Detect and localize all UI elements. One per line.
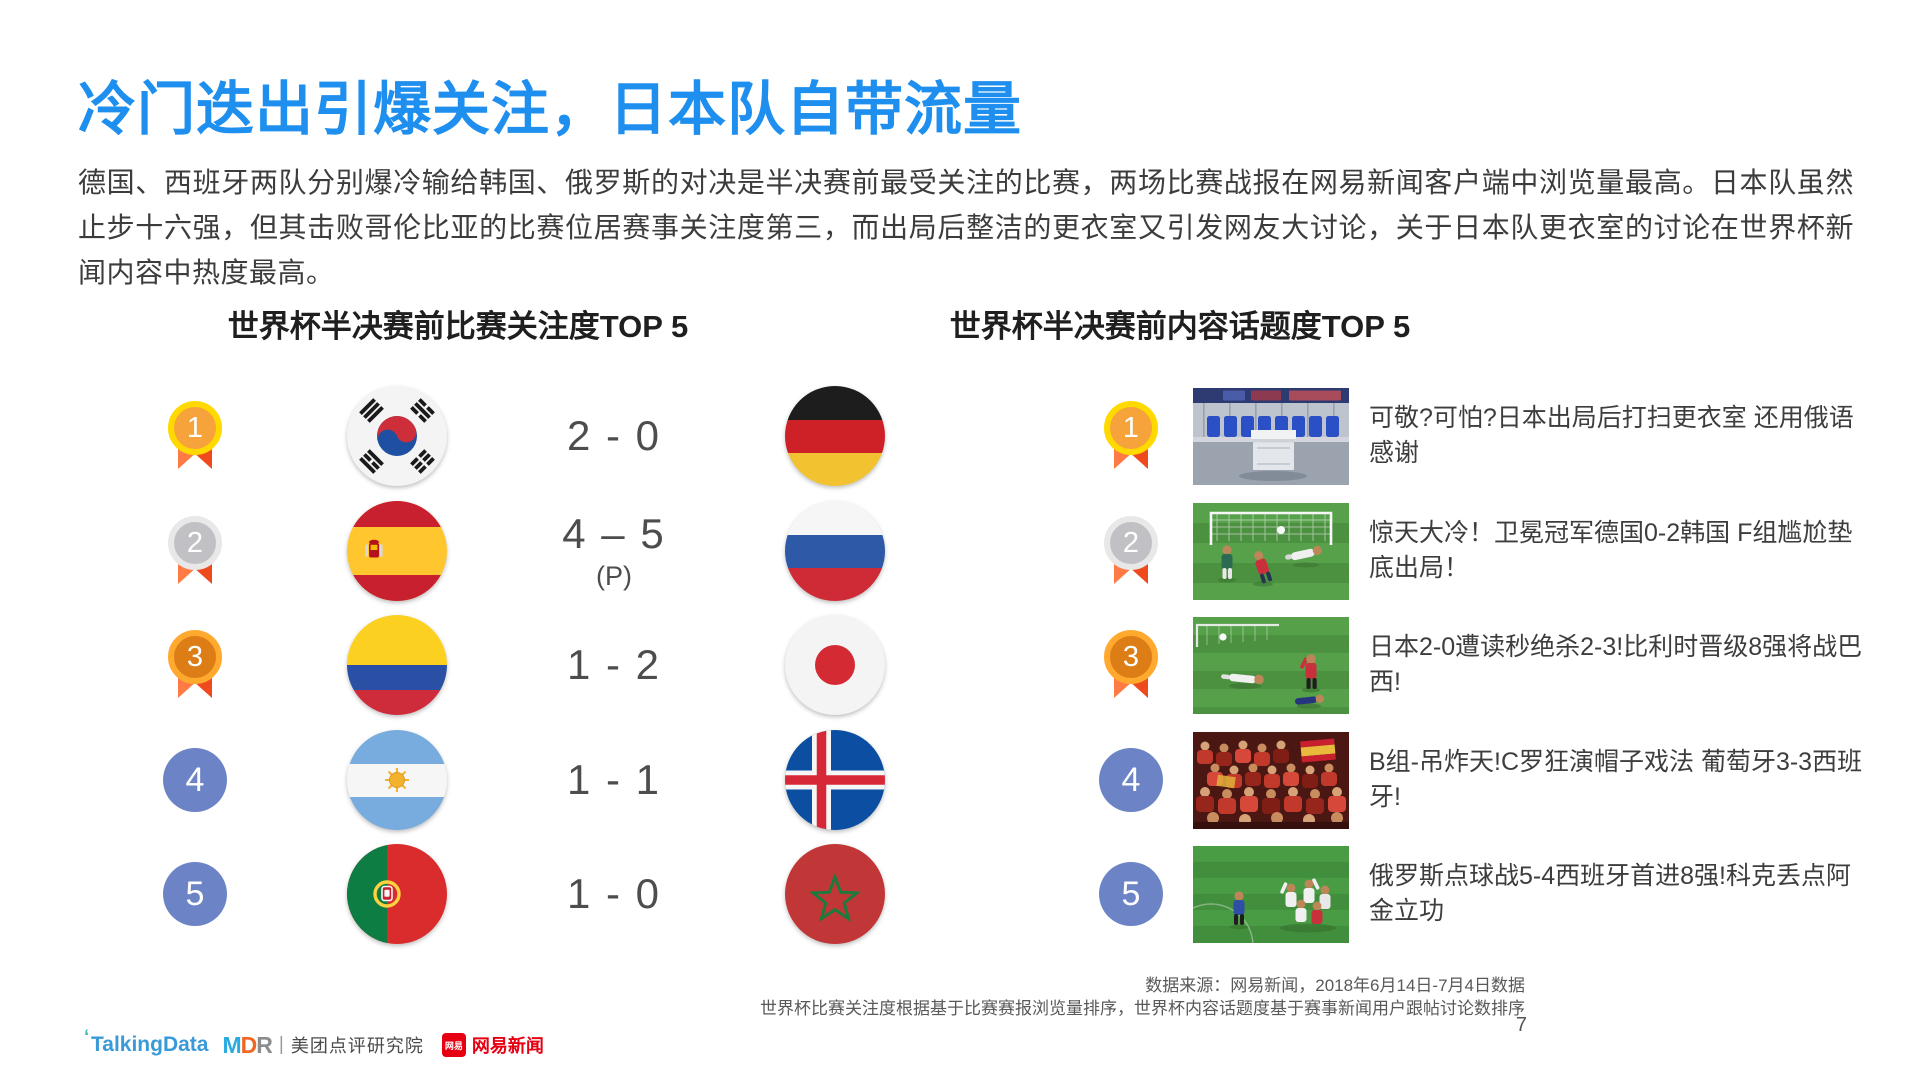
portugal-flag-icon — [347, 844, 447, 944]
rank-number: 3 — [168, 630, 222, 684]
japan-belgium-match-photo — [1193, 617, 1349, 714]
rank-4-badge: 4 — [163, 748, 227, 812]
match-row-3: 3 1 - 2 — [78, 608, 885, 722]
topic-row-3: 3 日本2-0遭读秒绝杀2-3!比利时晋级8强将战巴西! — [1040, 608, 1874, 722]
topic-headline: 俄罗斯点球战5-4西班牙首进8强!科克丢点阿金立功 — [1369, 862, 1851, 925]
score-note: (P) — [596, 561, 632, 591]
score-value: 4 – 5 — [562, 510, 666, 557]
portugal-spain-fans-photo — [1193, 732, 1349, 829]
topic-row-5: 5 俄罗斯点球战5-4西班牙首进8强!科克丢点阿金立功 — [1040, 837, 1874, 951]
topic-row-2: 2 惊天大冷！卫冕冠军德国0-2韩国 F组尴尬垫底出局！ — [1040, 494, 1874, 608]
rank-number: 1 — [168, 401, 222, 455]
match-row-4: 4 1 - 1 — [78, 723, 885, 837]
mdr-letter-m: M — [222, 1031, 241, 1058]
right-panel-title: 世界杯半决赛前内容话题度TOP 5 — [949, 309, 1411, 344]
match-row-1: 1 2 - 0 — [78, 379, 885, 493]
footer-logos: ‘TalkingData MDR | 美团点评研究院 网易 网易新闻 — [84, 1027, 544, 1060]
intro-paragraph: 德国、西班牙两队分别爆冷输给韩国、俄罗斯的对决是半决赛前最受关注的比赛，两场比赛… — [78, 167, 1854, 288]
page-number: 7 — [1515, 1014, 1527, 1036]
colombia-flag-icon — [347, 615, 447, 715]
rank-3-bronze-medal-icon: 3 — [1104, 630, 1158, 698]
talkingdata-tick-icon: ‘ — [84, 1027, 90, 1048]
mdr-letter-r: R — [256, 1031, 273, 1058]
rank-number: 2 — [1104, 516, 1158, 570]
rank-2-silver-medal-icon: 2 — [168, 516, 222, 584]
score-value: 1 - 1 — [566, 756, 662, 803]
talkingdata-logo: ‘TalkingData — [84, 1027, 209, 1057]
score-value: 2 - 0 — [566, 412, 662, 459]
match-score: 1 - 1 — [514, 723, 714, 837]
rank-4-badge: 4 — [1099, 748, 1163, 812]
japan-locker-room-photo — [1193, 388, 1349, 485]
rank-5-badge: 5 — [1099, 862, 1163, 926]
rank-number: 3 — [1104, 630, 1158, 684]
score-value: 1 - 0 — [566, 870, 662, 917]
netease-app-icon: 网易 — [441, 1033, 466, 1057]
topic-headline: 日本2-0遭读秒绝杀2-3!比利时晋级8强将战巴西! — [1369, 633, 1863, 696]
match-score: 1 - 0 — [514, 837, 714, 951]
score-value: 1 - 2 — [566, 641, 662, 688]
morocco-flag-icon — [785, 844, 885, 944]
match-score: 2 - 0 — [514, 379, 714, 493]
mdr-logo: MDR — [222, 1031, 273, 1059]
rank-3-bronze-medal-icon: 3 — [168, 630, 222, 698]
rank-2-silver-medal-icon: 2 — [1104, 516, 1158, 584]
match-score: 1 - 2 — [514, 608, 714, 722]
rank-number: 2 — [168, 516, 222, 570]
match-row-2: 2 4 – 5 (P) — [78, 494, 885, 608]
germany-korea-match-photo — [1193, 503, 1349, 600]
topic-headline: 可敬?可怕?日本出局后打扫更衣室 还用俄语感谢 — [1369, 404, 1854, 467]
topic-headline: B组-吊炸天!C罗狂演帽子戏法 葡萄牙3-3西班牙! — [1369, 748, 1863, 811]
iceland-flag-icon — [785, 730, 885, 830]
logo-separator: | — [278, 1034, 284, 1055]
source-line-2: 世界杯比赛关注度根据基于比赛赛报浏览量排序，世界杯内容话题度基于赛事新闻用户跟帖… — [760, 999, 1525, 1018]
match-score: 4 – 5 (P) — [514, 494, 714, 608]
mdr-letter-d: D — [240, 1031, 258, 1058]
match-row-5: 5 1 - 0 — [78, 837, 885, 951]
left-panel-title: 世界杯半决赛前比赛关注度TOP 5 — [227, 309, 689, 344]
germany-flag-icon — [785, 386, 885, 486]
topic-row-1: 1 可敬?可怕?日本出局后打扫更衣室 还用俄语感谢 — [1040, 379, 1874, 493]
rank-number: 1 — [1104, 401, 1158, 455]
rank-5-badge: 5 — [163, 862, 227, 926]
slide-title: 冷门迭出引爆关注，日本队自带流量 — [78, 77, 1023, 142]
russia-flag-icon — [785, 501, 885, 601]
topic-headline: 惊天大冷！卫冕冠军德国0-2韩国 F组尴尬垫底出局！ — [1369, 519, 1853, 582]
japan-flag-icon — [785, 615, 885, 715]
spain-flag-icon — [347, 501, 447, 601]
south-korea-flag-icon — [347, 386, 447, 486]
meituan-research-logo-text: 美团点评研究院 — [290, 1036, 424, 1056]
source-line-1: 数据来源：网易新闻，2018年6月14日-7月4日数据 — [1145, 976, 1525, 995]
rank-1-gold-medal-icon: 1 — [1104, 401, 1158, 469]
talkingdata-logo-text: TalkingData — [91, 1033, 209, 1056]
rank-1-gold-medal-icon: 1 — [168, 401, 222, 469]
russia-spain-match-photo — [1193, 846, 1349, 943]
argentina-flag-icon — [347, 730, 447, 830]
topic-row-4: 4 B组-吊炸天!C罗狂演帽子戏法 葡萄牙3-3西班牙! — [1040, 723, 1874, 837]
netease-news-logo-text: 网易新闻 — [471, 1036, 544, 1056]
data-source-note: 数据来源：网易新闻，2018年6月14日-7月4日数据 世界杯比赛关注度根据基于… — [760, 974, 1525, 1020]
